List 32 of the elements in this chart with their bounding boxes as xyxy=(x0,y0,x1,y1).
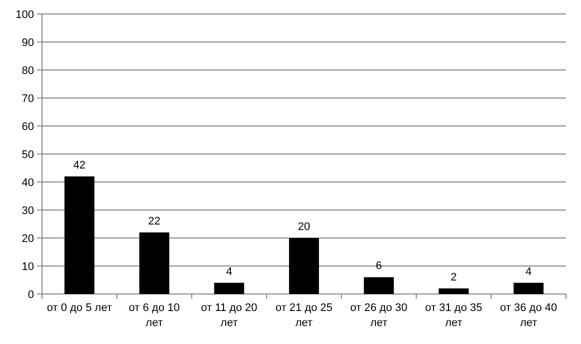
x-tick-label: от 0 до 5 лет xyxy=(46,302,112,314)
data-label: 22 xyxy=(148,215,160,228)
y-tick-label: 20 xyxy=(22,232,34,245)
y-tick-label: 60 xyxy=(22,120,34,133)
bar xyxy=(438,288,469,294)
y-tick-label: 80 xyxy=(22,64,34,77)
bar xyxy=(514,282,544,294)
y-tick-label: 0 xyxy=(28,288,34,301)
bar xyxy=(364,277,394,294)
bar xyxy=(64,176,94,294)
y-tick-label: 90 xyxy=(22,36,34,49)
data-label: 4 xyxy=(526,266,532,278)
data-label: 20 xyxy=(298,221,310,233)
x-tick-label: от 26 до 30 лет xyxy=(350,302,408,329)
y-tick-label: 30 xyxy=(22,204,34,217)
bar xyxy=(289,238,319,294)
y-tick-label: 50 xyxy=(22,148,34,161)
y-tick-label: 100 xyxy=(16,8,34,21)
x-tick-label: от 36 до 40 лет xyxy=(500,302,558,329)
data-label: 4 xyxy=(226,266,232,278)
x-tick-label: от 31 до 35 лет xyxy=(425,302,482,329)
y-tick-label: 10 xyxy=(22,260,34,273)
y-tick-label: 70 xyxy=(22,92,34,105)
x-tick-label: от 11 до 20 лет xyxy=(201,302,258,329)
data-label: 2 xyxy=(450,271,457,284)
bar xyxy=(139,232,170,294)
data-label: 42 xyxy=(73,159,86,172)
y-tick-label: 40 xyxy=(22,176,34,189)
bar xyxy=(214,282,244,294)
x-tick-label: от 6 до 10 лет xyxy=(128,302,180,329)
data-label: 6 xyxy=(376,260,382,272)
x-tick-label: от 21 до 25 лет xyxy=(275,302,333,329)
